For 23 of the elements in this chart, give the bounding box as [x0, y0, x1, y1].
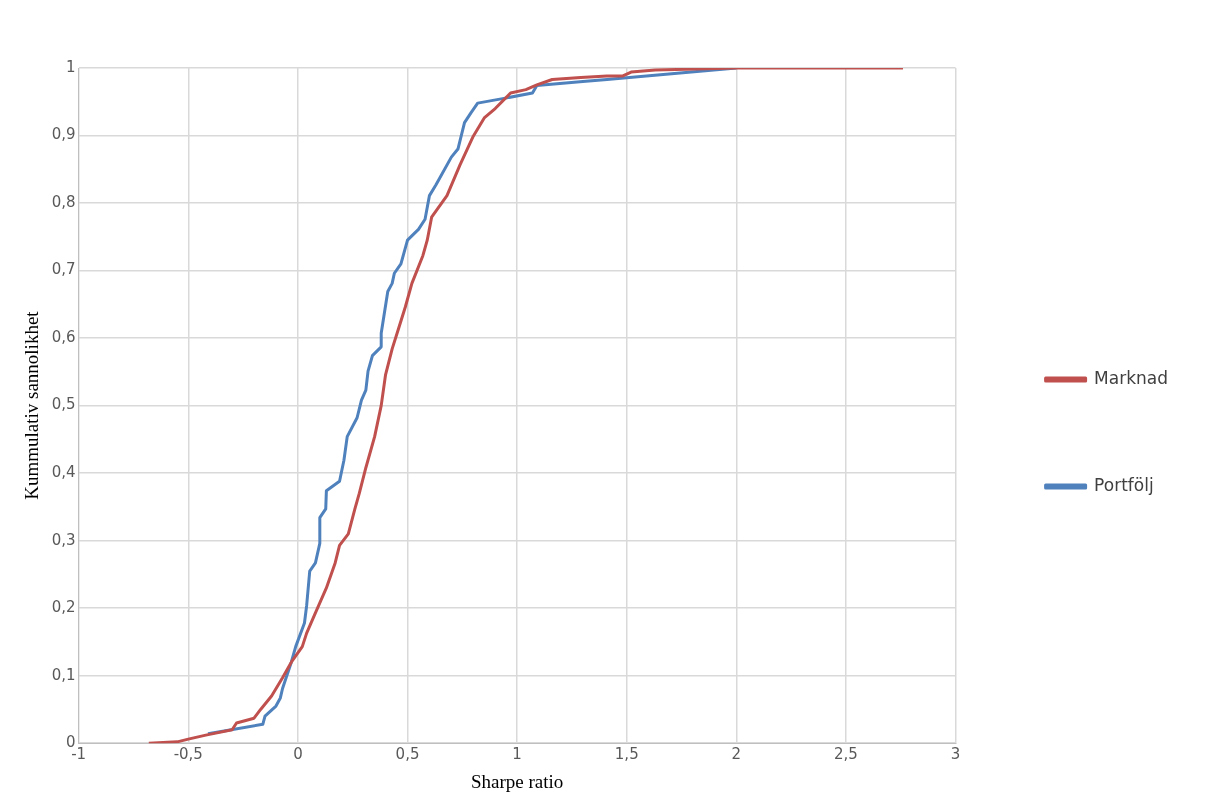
y-tick-label: 1 — [66, 57, 76, 76]
x-tick-label: 3 — [950, 745, 961, 764]
x-tick-label: 2 — [731, 745, 742, 764]
y-tick-label: 0,3 — [51, 530, 76, 549]
x-tick-label: 1,5 — [614, 745, 639, 764]
y-tick-label: 0,9 — [51, 125, 76, 144]
legend-label: Marknad — [1094, 367, 1168, 388]
y-tick-label: 0,5 — [51, 395, 76, 414]
x-axis-title: Sharpe ratio — [470, 770, 564, 792]
legend-label: Portfölj — [1094, 474, 1154, 495]
x-tick-label: 2,5 — [834, 745, 858, 764]
y-tick-label: 0,1 — [51, 665, 76, 684]
y-tick-label: 0 — [66, 733, 76, 752]
x-tick-label: -0,5 — [173, 745, 203, 764]
y-tick-label: 0,8 — [51, 192, 76, 211]
y-axis-title: Kummulativ sannolikhet — [21, 310, 43, 500]
x-tick-label: 0,5 — [395, 745, 420, 764]
y-tick-label: 0,7 — [51, 260, 76, 279]
x-tick-label: 1 — [512, 745, 522, 764]
y-tick-label: 0,6 — [51, 327, 76, 346]
x-tick-label: 0 — [293, 745, 303, 764]
y-tick-label: 0,4 — [51, 463, 76, 482]
y-tick-label: 0,2 — [51, 598, 76, 617]
